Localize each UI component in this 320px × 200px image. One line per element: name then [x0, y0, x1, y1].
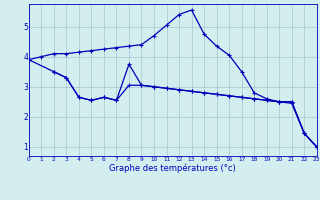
- X-axis label: Graphe des températures (°c): Graphe des températures (°c): [109, 163, 236, 173]
